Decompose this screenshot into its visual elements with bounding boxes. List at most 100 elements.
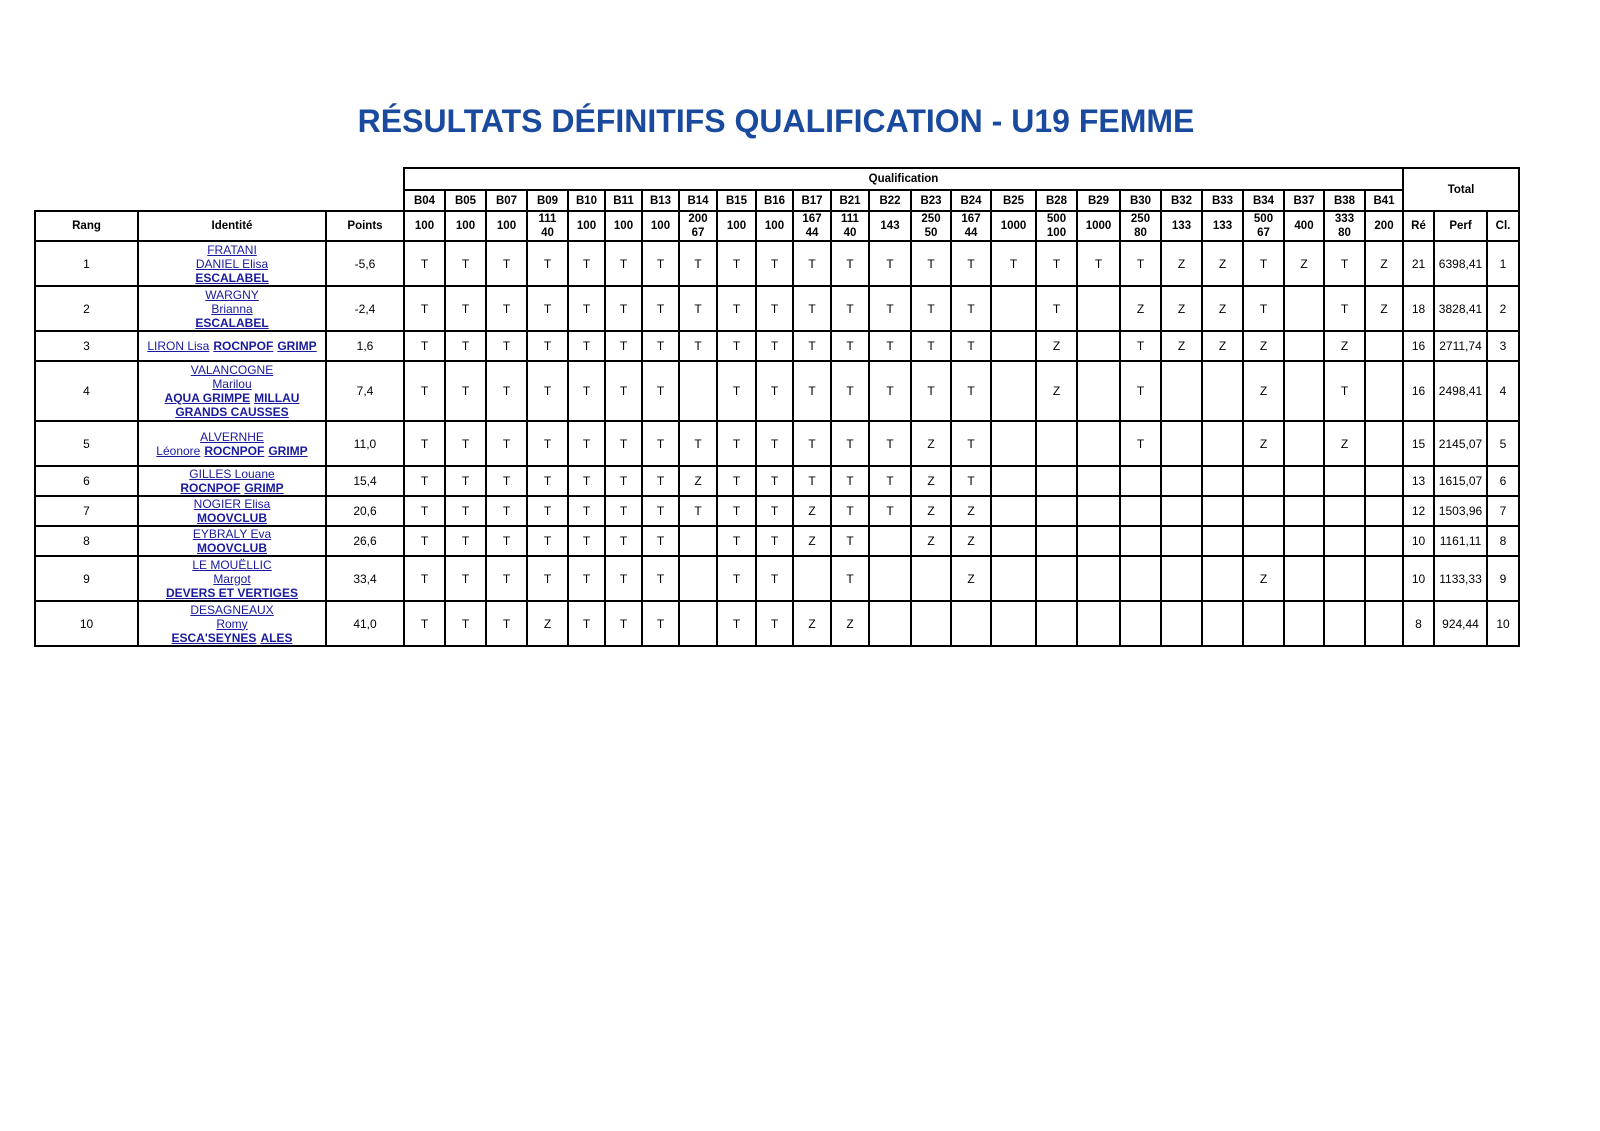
athlete-link[interactable]: GILLES Louane [189, 467, 275, 481]
boulder-value-b30: 250 80 [1119, 210, 1162, 242]
result-cell-b28 [1035, 465, 1078, 497]
club-link[interactable]: ESCALABEL [195, 315, 269, 330]
result-cell-b11: T [604, 600, 643, 647]
result-cell-b37 [1283, 285, 1325, 332]
result-cell-b05: T [444, 600, 487, 647]
re-cell: 16 [1402, 330, 1435, 362]
result-cell-b41 [1364, 555, 1404, 602]
result-cell-b24: T [950, 465, 992, 497]
athlete-link[interactable]: NOGIER Elisa [193, 497, 271, 511]
rang-cell: 6 [34, 465, 139, 497]
club-link[interactable]: MOOVCLUB [197, 511, 267, 525]
result-cell-b37 [1283, 420, 1325, 467]
athlete-link[interactable]: LE MOUËLLIC [192, 557, 272, 572]
result-cell-b07: T [485, 465, 528, 497]
athlete-link[interactable]: LIRON Lisa [147, 339, 210, 353]
identity-line: ALVERNHE [139, 430, 325, 444]
identity-cell: VALANCOGNE Marilou AQUA GRIMPE MILLAU GRANDS… [137, 360, 327, 422]
result-cell-b37 [1283, 525, 1325, 557]
result-cell-b05: T [444, 240, 487, 287]
boulder-name-b14: B14 [678, 189, 718, 212]
athlete-link[interactable]: FRATANI [207, 242, 257, 257]
club-link[interactable]: AQUA GRIMPE [164, 391, 251, 405]
boulder-name-b41: B41 [1364, 189, 1404, 212]
club-link[interactable]: ROCNPOF [180, 481, 241, 495]
boulder-name-b32: B32 [1160, 189, 1203, 212]
result-cell-b14: T [678, 330, 718, 362]
boulder-name-b33: B33 [1201, 189, 1244, 212]
club-link[interactable]: ESCA'SEYNES [171, 630, 257, 645]
athlete-link[interactable]: Romy [216, 616, 248, 631]
athlete-link[interactable]: DANIEL Elisa [195, 256, 269, 271]
result-cell-b38: Z [1323, 330, 1366, 362]
boulder-name-b07: B07 [485, 189, 528, 212]
re-header: Ré [1402, 210, 1435, 242]
boulder-value-b10: 100 [567, 210, 606, 242]
club-link[interactable]: GRIMP [244, 481, 284, 495]
result-cell-b32 [1160, 465, 1203, 497]
result-cell-b11: T [604, 420, 643, 467]
result-cell-b22 [868, 600, 912, 647]
identity-line: Margot [139, 572, 325, 586]
athlete-link[interactable]: VALANCOGNE [190, 363, 274, 377]
result-cell-b23: T [910, 240, 952, 287]
club-link[interactable]: ESCALABEL [195, 270, 269, 285]
club-link[interactable]: GRANDS CAUSSES [175, 405, 289, 419]
identity-cell: NOGIER Elisa MOOVCLUB [137, 495, 327, 527]
identity-line: GRANDS CAUSSES [139, 405, 325, 419]
athlete-link[interactable]: Marilou [212, 377, 252, 391]
cl-cell: 2 [1486, 285, 1520, 332]
club-link[interactable]: MILLAU [254, 391, 300, 405]
club-link[interactable]: DEVERS ET VERTIGES [165, 585, 299, 600]
result-cell-b21: T [830, 465, 870, 497]
athlete-link[interactable]: Brianna [211, 301, 253, 316]
result-cell-b07: T [485, 360, 528, 422]
result-cell-b04: T [403, 495, 446, 527]
club-link[interactable]: GRIMP [268, 443, 308, 458]
athlete-link[interactable]: EYBRALY Eva [192, 527, 272, 541]
club-link[interactable]: GRIMP [277, 339, 317, 353]
result-cell-b11: T [604, 465, 643, 497]
athlete-link[interactable]: ALVERNHE [200, 429, 264, 444]
perf-cell: 2145,07 [1433, 420, 1488, 467]
athlete-link[interactable]: Margot [213, 571, 251, 586]
rang-cell: 2 [34, 285, 139, 332]
result-cell-b23: Z [910, 495, 952, 527]
result-cell-b34: Z [1242, 360, 1285, 422]
boulder-name-b09: B09 [526, 189, 569, 212]
result-cell-b14: T [678, 420, 718, 467]
club-link[interactable]: ROCNPOF [213, 339, 274, 353]
result-cell-b32 [1160, 420, 1203, 467]
boulder-name-b24: B24 [950, 189, 992, 212]
result-cell-b10: T [567, 555, 606, 602]
club-link[interactable]: ROCNPOF [204, 443, 265, 458]
athlete-link[interactable]: DESAGNEAUX [190, 602, 274, 617]
identity-line: DESAGNEAUX [139, 603, 325, 617]
club-link[interactable]: ALES [260, 630, 293, 645]
result-cell-b14 [678, 360, 718, 422]
cl-cell: 7 [1486, 495, 1520, 527]
result-cell-b22: T [868, 330, 912, 362]
result-cell-b32 [1160, 600, 1203, 647]
result-cell-b25 [990, 360, 1037, 422]
result-cell-b15: T [716, 465, 757, 497]
result-cell-b15: T [716, 600, 757, 647]
boulder-value-b34: 500 67 [1242, 210, 1285, 242]
athlete-link[interactable]: Léonore [156, 443, 201, 458]
result-cell-b38 [1323, 495, 1366, 527]
boulder-name-b04: B04 [403, 189, 446, 212]
points-cell: 7,4 [325, 360, 405, 422]
identity-line: LIRON Lisa ROCNPOF GRIMP [139, 339, 325, 353]
athlete-link[interactable]: WARGNY [205, 287, 259, 302]
club-link[interactable]: MOOVCLUB [197, 541, 267, 555]
identity-cell: LE MOUËLLIC Margot DEVERS ET VERTIGES [137, 555, 327, 602]
result-cell-b28: T [1035, 240, 1078, 287]
result-cell-b13: T [641, 285, 680, 332]
result-cell-b15: T [716, 360, 757, 422]
result-cell-b29 [1076, 465, 1121, 497]
identity-line: LE MOUËLLIC [139, 558, 325, 572]
perf-cell: 3828,41 [1433, 285, 1488, 332]
result-cell-b30 [1119, 525, 1162, 557]
result-cell-b28 [1035, 555, 1078, 602]
boulder-name-b23: B23 [910, 189, 952, 212]
